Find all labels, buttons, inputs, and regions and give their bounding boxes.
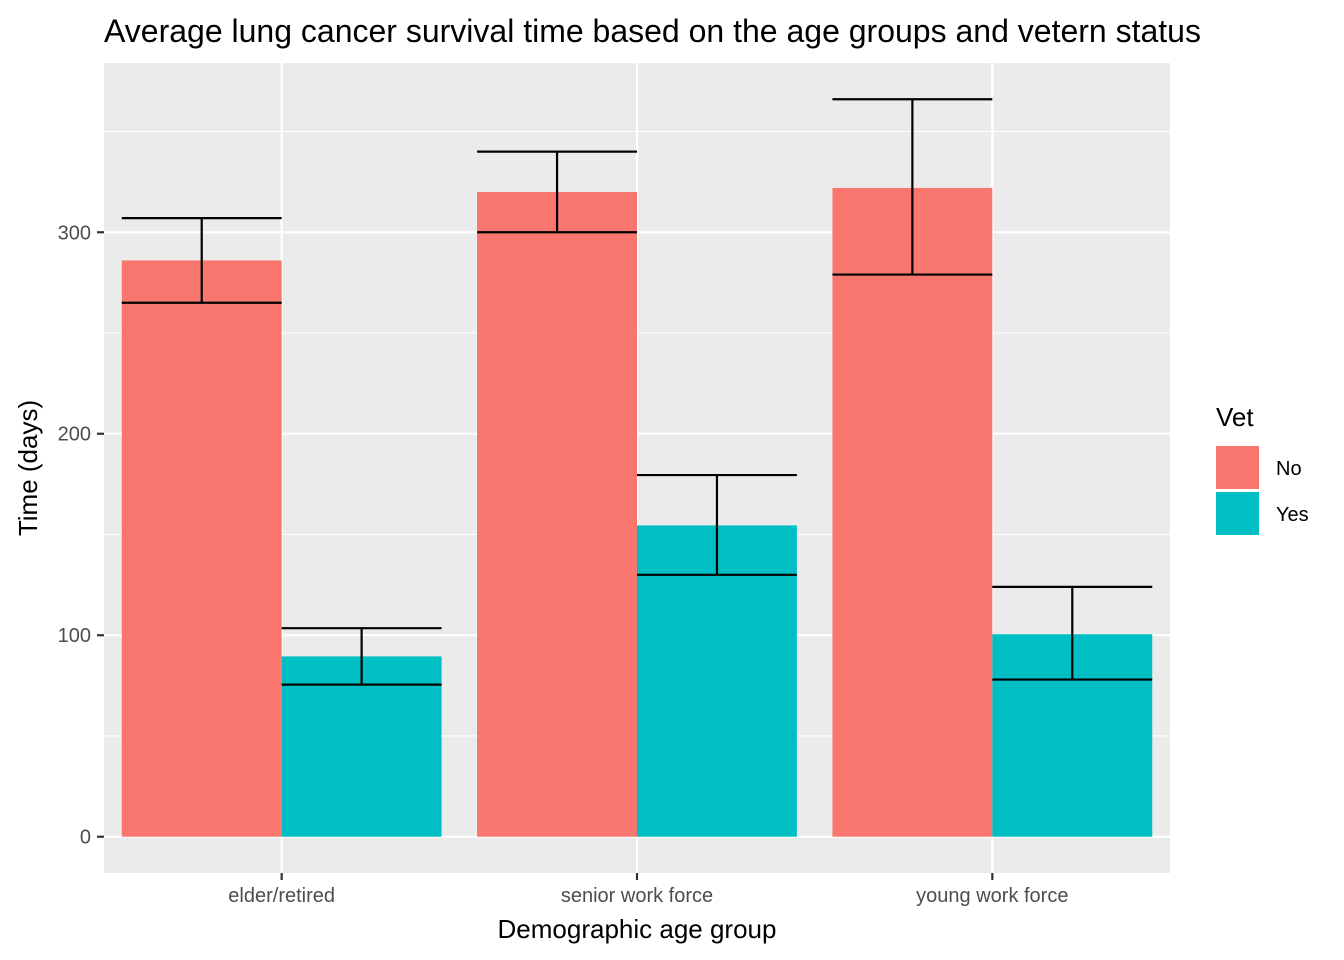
error-bar-no-2 — [477, 150, 637, 234]
legend: Vet No Yes — [1216, 402, 1309, 535]
chart-title: Average lung cancer survival time based … — [104, 13, 1201, 49]
y-tick-label: 300 — [58, 222, 91, 244]
x-tick-label: young work force — [916, 885, 1068, 907]
error-bar-yes-3 — [992, 585, 1153, 681]
bar-yes-2 — [637, 525, 797, 837]
legend-label-no: No — [1276, 458, 1302, 480]
y-axis: 0 100 200 300 — [58, 222, 104, 849]
y-axis-title: Time (days) — [13, 400, 43, 536]
legend-label-yes: Yes — [1276, 504, 1309, 526]
y-tick-label: 200 — [58, 424, 91, 446]
y-tick-label: 0 — [80, 827, 91, 849]
error-bar-no-3 — [832, 98, 993, 276]
x-tick-label: elder/retired — [228, 885, 335, 907]
legend-title: Vet — [1216, 402, 1254, 432]
error-bar-yes-1 — [281, 627, 442, 686]
legend-key-yes — [1216, 492, 1259, 535]
bar-no-3 — [832, 187, 993, 837]
x-axis-title: Demographic age group — [498, 914, 777, 944]
error-bars — [121, 98, 1153, 686]
bar-no-1 — [121, 260, 282, 837]
error-bar-yes-2 — [637, 473, 797, 576]
error-bar-no-1 — [121, 217, 282, 304]
legend-key-no — [1216, 446, 1259, 489]
x-axis: elder/retired senior work force young work… — [228, 873, 1068, 907]
x-tick-label: senior work force — [561, 885, 713, 907]
bars — [121, 187, 1153, 837]
bar-yes-1 — [281, 656, 442, 837]
y-tick-label: 100 — [58, 625, 91, 647]
bar-no-2 — [477, 191, 637, 837]
